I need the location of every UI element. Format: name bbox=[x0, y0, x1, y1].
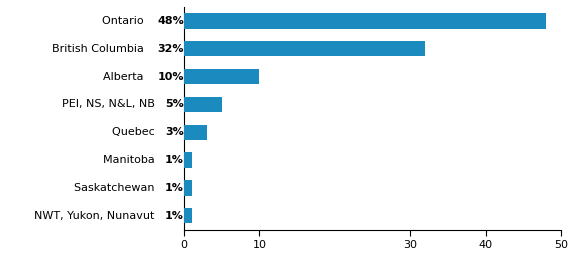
Text: 32%: 32% bbox=[158, 44, 184, 54]
Bar bbox=[184, 208, 191, 223]
Text: NWT, Yukon, Nunavut: NWT, Yukon, Nunavut bbox=[34, 211, 158, 221]
Text: 10%: 10% bbox=[158, 71, 184, 81]
Text: Saskatchewan: Saskatchewan bbox=[74, 183, 158, 193]
Bar bbox=[184, 97, 222, 112]
Text: 1%: 1% bbox=[165, 183, 184, 193]
Bar bbox=[184, 69, 259, 84]
Bar bbox=[184, 125, 206, 140]
Text: Alberta: Alberta bbox=[103, 71, 147, 81]
Bar bbox=[184, 13, 546, 29]
Bar bbox=[184, 41, 426, 56]
Text: Quebec: Quebec bbox=[112, 127, 158, 137]
Text: 48%: 48% bbox=[157, 16, 184, 26]
Text: 3%: 3% bbox=[165, 127, 184, 137]
Bar bbox=[184, 152, 191, 168]
Text: PEI, NS, N&L, NB: PEI, NS, N&L, NB bbox=[62, 99, 158, 109]
Text: 1%: 1% bbox=[165, 211, 184, 221]
Text: 1%: 1% bbox=[165, 155, 184, 165]
Text: British Columbia: British Columbia bbox=[52, 44, 147, 54]
Text: Manitoba: Manitoba bbox=[102, 155, 158, 165]
Text: 5%: 5% bbox=[165, 99, 184, 109]
Bar bbox=[184, 180, 191, 196]
Text: Ontario: Ontario bbox=[102, 16, 147, 26]
